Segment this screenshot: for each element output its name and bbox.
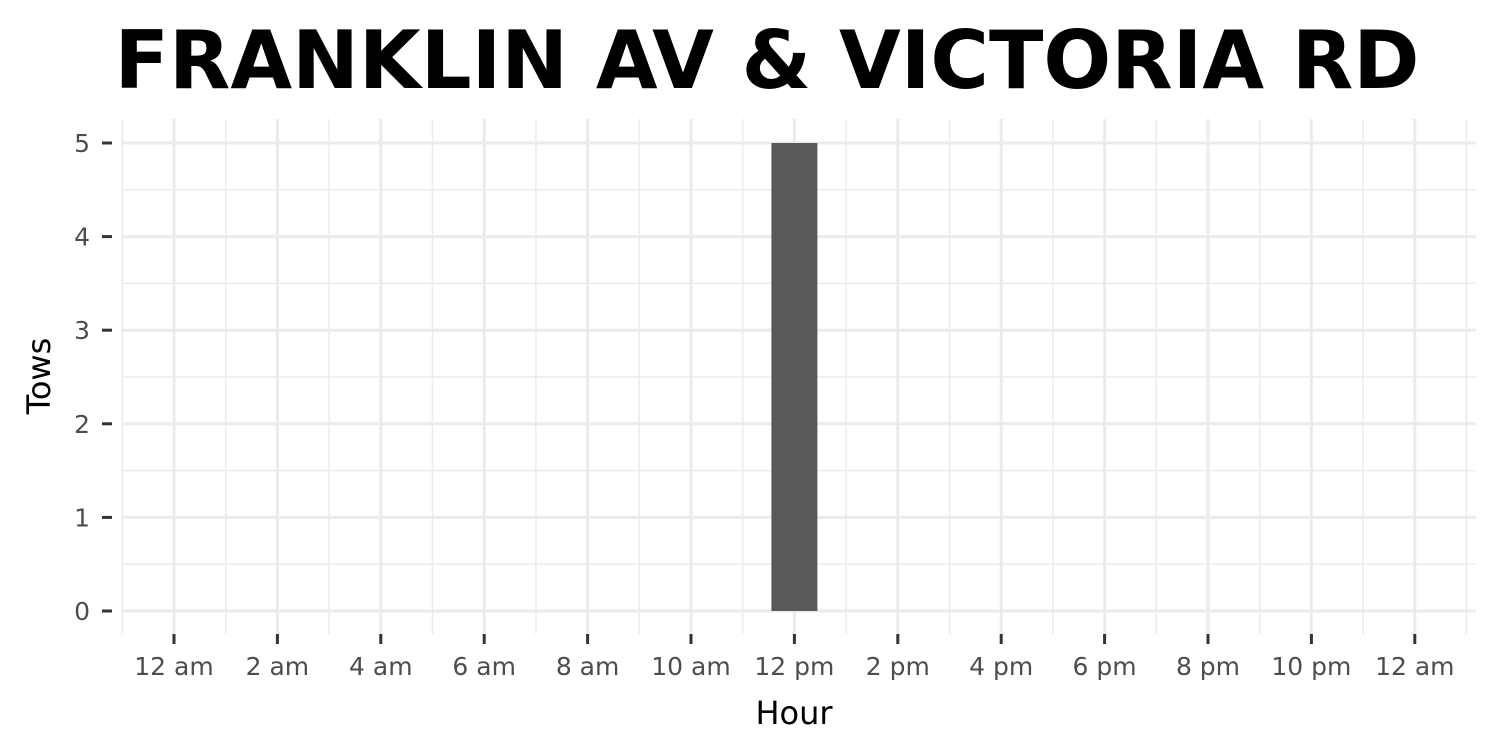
bar — [771, 143, 818, 611]
x-tick-label: 2 pm — [866, 652, 930, 681]
y-tick-label: 4 — [74, 223, 90, 252]
bars — [771, 143, 818, 611]
y-tick-label: 5 — [74, 129, 90, 158]
x-tick-label: 12 am — [134, 652, 213, 681]
y-tick-label: 1 — [74, 503, 90, 532]
y-tick-label: 3 — [74, 316, 90, 345]
x-tick-label: 12 am — [1375, 652, 1454, 681]
axes: 12 am 2 am 4 am 6 am 8 am 10 am 12 pm 2 pm 4 pm 6… — [74, 129, 1454, 681]
y-tick-label: 0 — [74, 597, 90, 626]
x-axis-title: Hour — [755, 694, 833, 732]
x-tick-label: 6 am — [452, 652, 516, 681]
x-tick-label: 6 pm — [1073, 652, 1137, 681]
x-tick-label: 8 am — [556, 652, 620, 681]
chart-title: FRANKLIN AV & VICTORIA RD — [115, 14, 1420, 107]
x-tick-label: 4 am — [349, 652, 413, 681]
x-tick-label: 10 pm — [1271, 652, 1351, 681]
x-tick-label: 4 pm — [969, 652, 1033, 681]
y-axis-title: Tows — [20, 338, 58, 416]
x-tick-label: 10 am — [651, 652, 730, 681]
y-tick-label: 2 — [74, 410, 90, 439]
x-tick-label: 8 pm — [1176, 652, 1240, 681]
x-tick-label: 12 pm — [754, 652, 834, 681]
x-tick-label: 2 am — [246, 652, 310, 681]
